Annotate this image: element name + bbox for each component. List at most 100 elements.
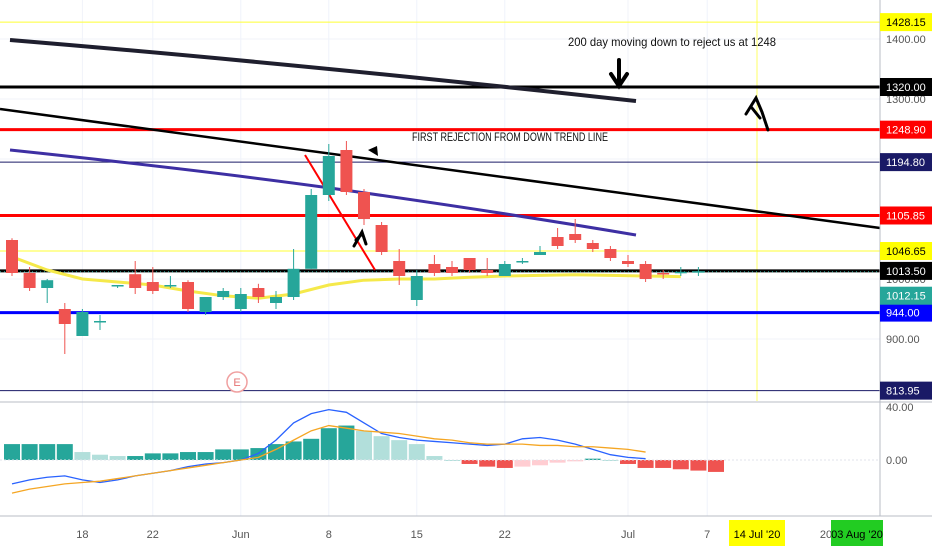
- candle: [639, 261, 652, 282]
- candle-body: [340, 150, 353, 192]
- candle: [41, 279, 54, 303]
- price-badge-label: 1105.85: [886, 210, 925, 222]
- date-badge-label: 14 Jul '20: [734, 529, 781, 541]
- candle-body: [146, 282, 159, 291]
- date-badge-bg: [831, 520, 883, 546]
- histogram-bar: [21, 444, 38, 460]
- left-arrow-icon: [368, 146, 378, 156]
- candle-body: [111, 285, 124, 287]
- y-tick-label: 900.00: [886, 334, 920, 346]
- histogram-bar: [408, 444, 425, 460]
- candle-body: [182, 282, 194, 309]
- price-badge-bg: [880, 381, 932, 400]
- histogram-bar: [109, 456, 126, 460]
- price-badge-bg: [880, 206, 932, 225]
- candle-body: [498, 264, 511, 276]
- histogram-bar: [584, 458, 601, 460]
- red-trend-line: [304, 154, 376, 271]
- candle: [622, 255, 634, 267]
- price-badge-bg: [880, 242, 932, 261]
- histogram-bar: [496, 460, 513, 468]
- candle: [76, 309, 89, 336]
- histogram-bar: [303, 438, 320, 460]
- candle: [375, 222, 388, 255]
- histogram-bar: [532, 460, 548, 466]
- annotation-first-rejection: FIRST REJECTION FROM DOWN TREND LINE: [412, 130, 608, 144]
- x-tick-label: 8: [326, 529, 332, 541]
- candle: [481, 258, 494, 276]
- candle: [199, 297, 212, 315]
- candle: [217, 288, 230, 300]
- price-badge-label: 1320.00: [886, 82, 926, 94]
- candle: [164, 276, 177, 288]
- price-badge-bg: [880, 153, 932, 172]
- candle-body: [446, 267, 458, 273]
- candle: [446, 261, 458, 276]
- candle: [393, 249, 406, 285]
- candle: [340, 141, 353, 195]
- down-arrow-icon: [609, 58, 629, 90]
- candle-body: [410, 276, 423, 300]
- price-badge-label: 1248.90: [886, 125, 926, 137]
- histogram-bar: [391, 440, 408, 460]
- histogram-bar: [514, 460, 531, 467]
- candle: [498, 261, 511, 276]
- date-badge-14jul: 14 Jul '20: [729, 520, 785, 546]
- candle: [657, 270, 670, 279]
- candle-body: [287, 268, 300, 297]
- price-badge-label: 813.95: [886, 386, 920, 398]
- histogram-bar: [637, 460, 654, 468]
- candle-body: [481, 270, 494, 273]
- indicator-tick-label: 40.00: [886, 402, 914, 414]
- histogram-bar: [373, 436, 390, 460]
- price-badge: 1046.65: [880, 242, 932, 261]
- histogram-bar: [602, 460, 619, 461]
- current-price-badge-bg: [880, 286, 932, 305]
- candle-body: [270, 297, 282, 303]
- signal-line: [11, 424, 646, 494]
- histogram-bar: [4, 444, 20, 460]
- current-price-badge: 1012.15: [880, 286, 932, 305]
- candle-body: [199, 297, 212, 312]
- price-badge: 813.95: [880, 381, 932, 400]
- histogram-bar: [708, 460, 724, 472]
- ma-yellow-line: [11, 255, 681, 300]
- candle: [410, 270, 423, 306]
- candle-body: [129, 274, 142, 288]
- candle: [146, 267, 159, 294]
- histogram-bar: [92, 454, 108, 460]
- price-badge-bg: [880, 303, 932, 322]
- histogram-bar: [197, 452, 214, 460]
- histogram-bar: [426, 456, 443, 460]
- price-badge-label: 1428.15: [886, 17, 926, 29]
- candle-body: [604, 249, 617, 258]
- earnings-marker[interactable]: E: [226, 371, 248, 393]
- candle-body: [305, 195, 318, 269]
- candle: [287, 249, 300, 300]
- candle-body: [322, 156, 335, 195]
- price-badge: 1105.85: [880, 206, 932, 225]
- date-badge-03aug: 03 Aug '20: [831, 520, 883, 546]
- pointer-arrow-icon: [744, 94, 770, 132]
- price-badge-bg: [880, 261, 932, 280]
- histogram-bar: [461, 460, 478, 464]
- price-badge-bg: [880, 78, 932, 96]
- candle: [586, 240, 599, 252]
- x-tick-label: 18: [76, 529, 88, 541]
- price-badge: 1248.90: [880, 120, 932, 139]
- indicator-tick-label: 0.00: [886, 455, 907, 467]
- candle: [604, 246, 617, 261]
- histogram-bar: [549, 460, 566, 463]
- date-badge-label: 03 Aug '20: [831, 529, 883, 541]
- candle-body: [393, 261, 406, 276]
- macd-line: [11, 408, 646, 485]
- current-price-badge-label: 1012.15: [886, 291, 926, 303]
- histogram-bar: [690, 460, 707, 471]
- candle: [534, 246, 546, 255]
- candle: [234, 288, 247, 312]
- earnings-marker-circle: [226, 371, 248, 393]
- price-badge-label: 944.00: [886, 308, 920, 320]
- candle-body: [657, 273, 670, 275]
